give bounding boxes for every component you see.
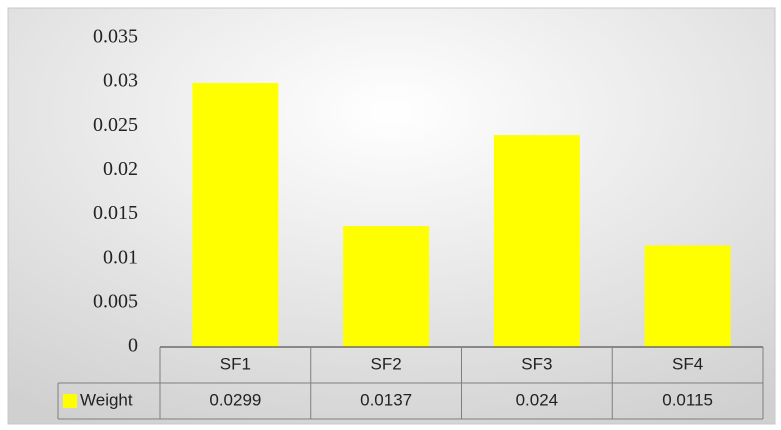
data-label: 0.0137 — [360, 390, 412, 409]
data-label: 0.0115 — [662, 390, 713, 409]
bars — [192, 83, 731, 348]
y-axis-ticks: 0 0.005 0.01 0.015 0.02 0.025 0.03 0.035 — [93, 26, 138, 357]
y-tick-label: 0.01 — [103, 246, 138, 268]
legend-series-name: Weight — [80, 390, 133, 409]
data-label: 0.024 — [516, 390, 559, 409]
y-tick-label: 0.035 — [93, 26, 138, 48]
y-tick-label: 0.015 — [93, 202, 138, 224]
data-table: SF1 0.0299 SF2 0.0137 SF3 0.024 SF4 0.0115 Weigh… — [57, 346, 764, 420]
bar-sf3 — [493, 135, 580, 347]
y-tick-label: 0.03 — [103, 70, 138, 92]
data-label: 0.0299 — [209, 390, 261, 409]
x-category-label: SF1 — [220, 354, 251, 373]
y-tick-label: 0 — [128, 335, 138, 357]
legend-swatch — [63, 394, 77, 408]
x-category-label: SF2 — [371, 354, 402, 373]
x-category-label: SF4 — [672, 354, 703, 373]
y-tick-label: 0.02 — [103, 158, 138, 180]
bar-sf1 — [192, 83, 279, 348]
y-tick-label: 0.005 — [93, 290, 138, 312]
x-category-label: SF3 — [521, 354, 552, 373]
y-tick-label: 0.025 — [93, 114, 138, 136]
bar-sf2 — [343, 226, 430, 347]
bar-sf4 — [644, 245, 731, 347]
chart-background — [7, 7, 776, 425]
